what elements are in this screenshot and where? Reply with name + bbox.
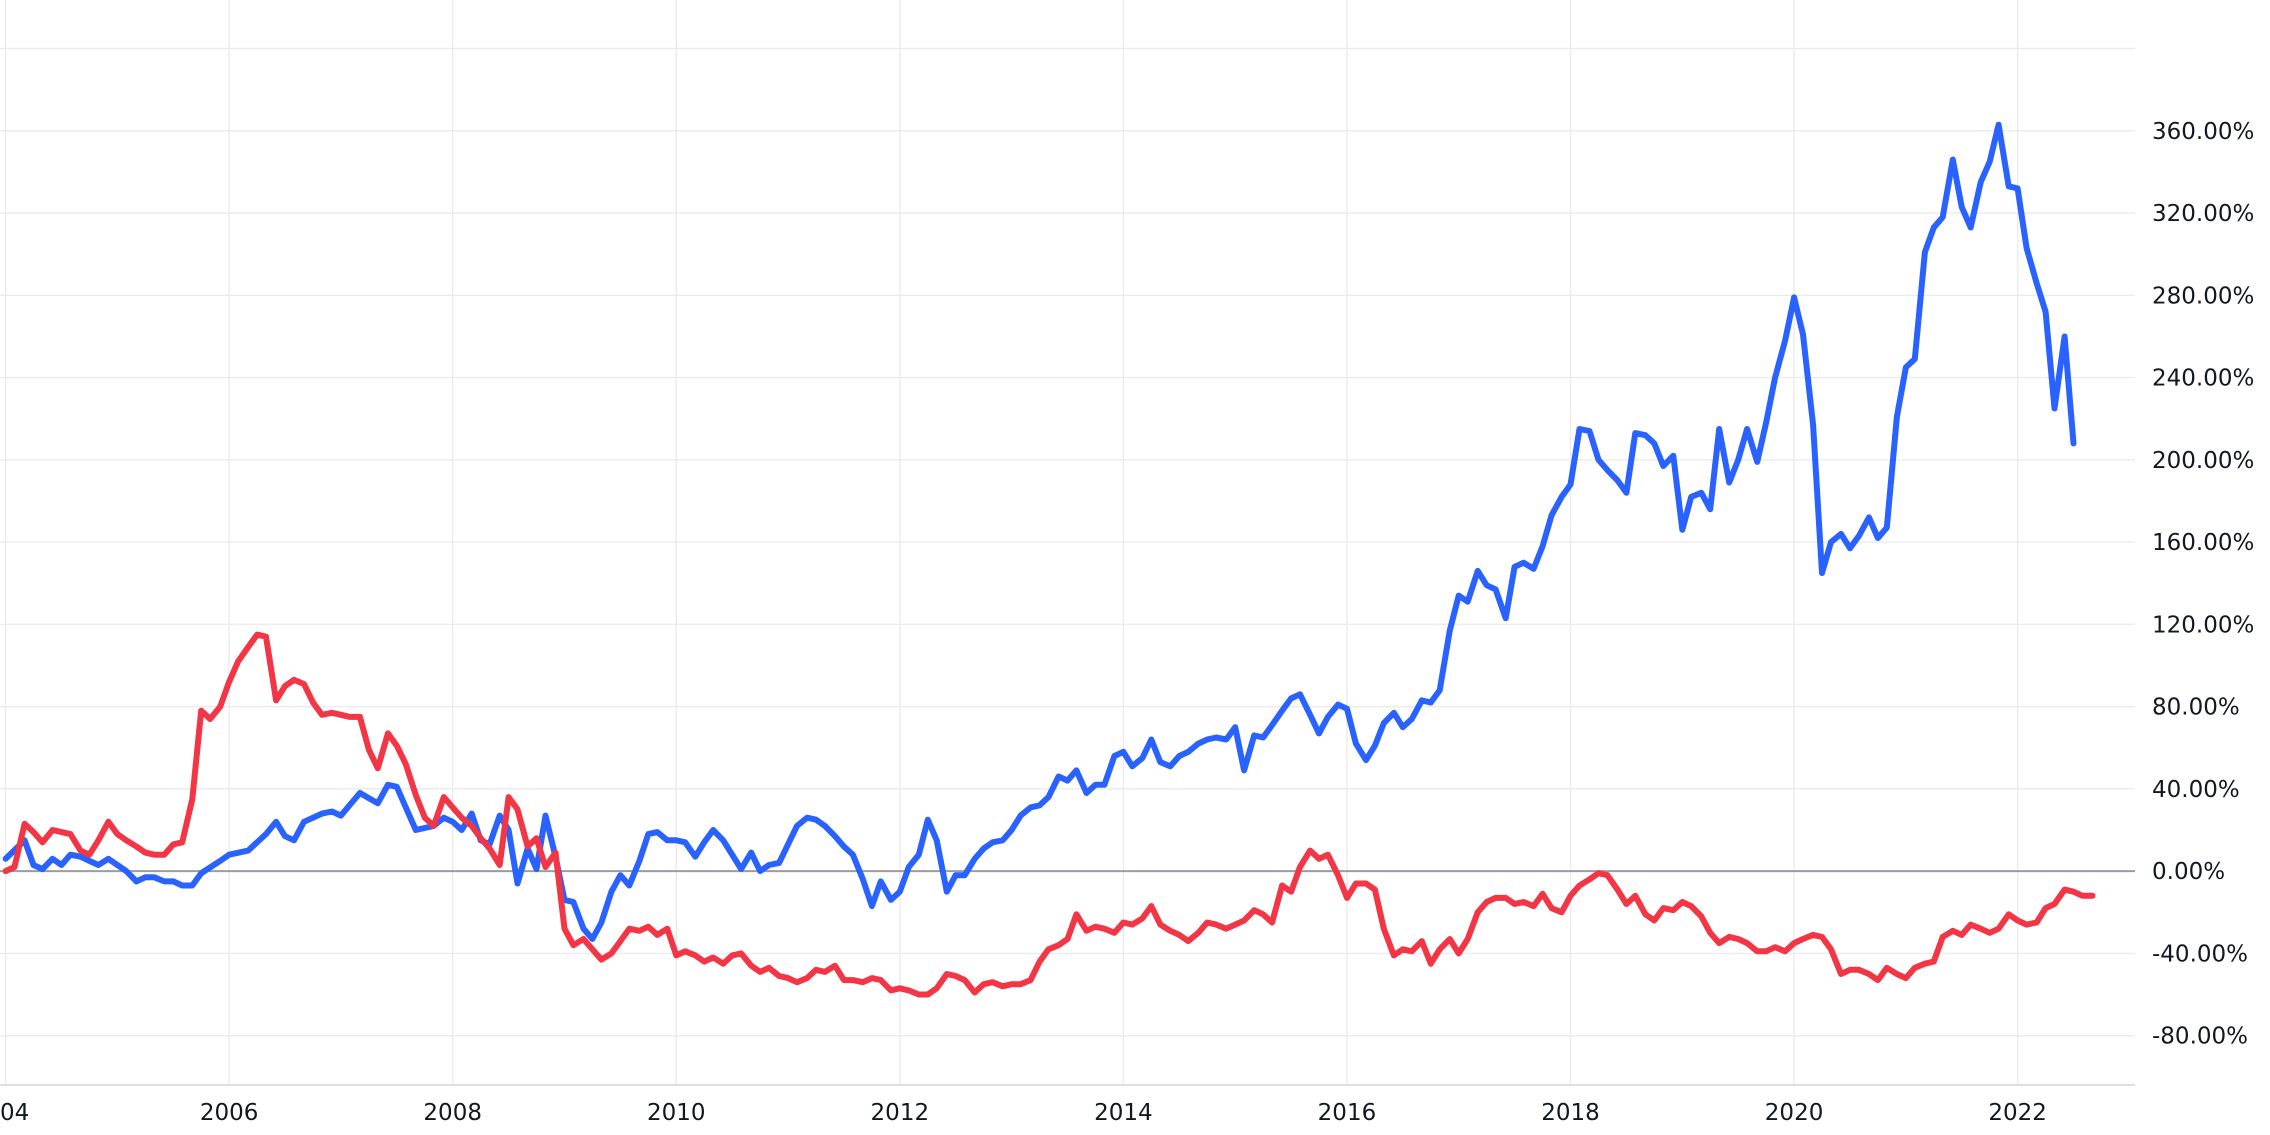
x-tick-label: 2018 xyxy=(1541,1100,1600,1126)
x-tick-label: 2006 xyxy=(200,1100,259,1126)
y-tick-label: 160.00% xyxy=(2152,530,2254,556)
series-layer xyxy=(2,121,2096,998)
x-tick-label: 2016 xyxy=(1318,1100,1377,1126)
x-tick-label: 2012 xyxy=(871,1100,930,1126)
y-tick-label: 240.00% xyxy=(2152,366,2254,392)
x-tick-label: 2020 xyxy=(1765,1100,1824,1126)
series-2-line xyxy=(2,631,2096,998)
x-tick-label: 04 xyxy=(0,1100,29,1126)
y-tick-label: 360.00% xyxy=(2152,119,2254,145)
x-tick-label: 2010 xyxy=(647,1100,706,1126)
x-tick-label: 2022 xyxy=(1988,1100,2047,1126)
x-axis-labels: 04 2006 2008 2010 2012 2014 2016 2018 2020 2022 xyxy=(0,1100,2047,1126)
y-tick-label: 80.00% xyxy=(2152,695,2240,721)
horizontal-gridlines xyxy=(0,47,2135,1037)
series-1-line xyxy=(2,121,2077,942)
y-tick-label: 40.00% xyxy=(2152,777,2240,803)
y-tick-label: 120.00% xyxy=(2152,612,2254,638)
x-tick-label: 2008 xyxy=(423,1100,482,1126)
x-tick-label: 2014 xyxy=(1094,1100,1153,1126)
y-tick-label: 200.00% xyxy=(2152,448,2254,474)
y-tick-label: 320.00% xyxy=(2152,201,2254,227)
y-tick-label: 280.00% xyxy=(2152,283,2254,309)
y-tick-label: -80.00% xyxy=(2152,1024,2248,1050)
y-tick-label: 0.00% xyxy=(2152,859,2225,885)
y-axis-labels: -80.00% -40.00% 0.00% 40.00% 80.00% 120.00% 16… xyxy=(2152,119,2254,1050)
y-tick-label: -40.00% xyxy=(2152,941,2248,967)
